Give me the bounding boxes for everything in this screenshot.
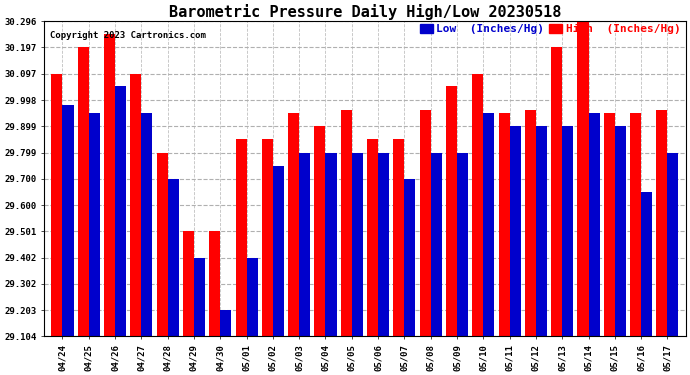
Bar (420, 110, 431, 336)
Bar (63, 105, 74, 336)
Bar (288, 113, 299, 336)
Bar (536, 126, 547, 336)
Title: Barometric Pressure Daily High/Low 20230518: Barometric Pressure Daily High/Low 20230… (169, 4, 561, 20)
Bar (404, 179, 415, 336)
Bar (499, 113, 510, 336)
Bar (525, 110, 536, 336)
Bar (457, 153, 468, 336)
Bar (89, 113, 100, 336)
Bar (315, 126, 326, 336)
Bar (183, 231, 194, 336)
Bar (157, 153, 168, 336)
Bar (168, 179, 179, 336)
Bar (393, 140, 404, 336)
Bar (604, 113, 615, 336)
Bar (641, 192, 652, 336)
Bar (52, 74, 63, 336)
Bar (472, 74, 483, 336)
Bar (510, 126, 521, 336)
Bar (667, 153, 678, 336)
Bar (273, 166, 284, 336)
Text: Copyright 2023 Cartronics.com: Copyright 2023 Cartronics.com (50, 31, 206, 40)
Bar (220, 310, 231, 336)
Bar (615, 126, 626, 336)
Bar (656, 110, 667, 336)
Bar (326, 153, 337, 336)
Bar (578, 21, 589, 336)
Bar (562, 126, 573, 336)
Bar (141, 113, 152, 336)
Bar (378, 153, 389, 336)
Bar (194, 258, 205, 336)
Bar (446, 86, 457, 336)
Bar (367, 140, 378, 336)
Bar (551, 48, 562, 336)
Bar (235, 140, 246, 336)
Bar (589, 113, 600, 336)
Bar (431, 153, 442, 336)
Bar (483, 113, 494, 336)
Bar (246, 258, 257, 336)
Bar (352, 153, 363, 336)
Bar (262, 140, 273, 336)
Bar (341, 110, 352, 336)
Bar (78, 48, 89, 336)
Bar (115, 86, 126, 336)
Legend: Low  (Inches/Hg), High  (Inches/Hg): Low (Inches/Hg), High (Inches/Hg) (420, 24, 680, 34)
Bar (209, 231, 220, 336)
Bar (130, 74, 141, 336)
Bar (104, 34, 115, 336)
Bar (630, 113, 641, 336)
Bar (299, 153, 310, 336)
